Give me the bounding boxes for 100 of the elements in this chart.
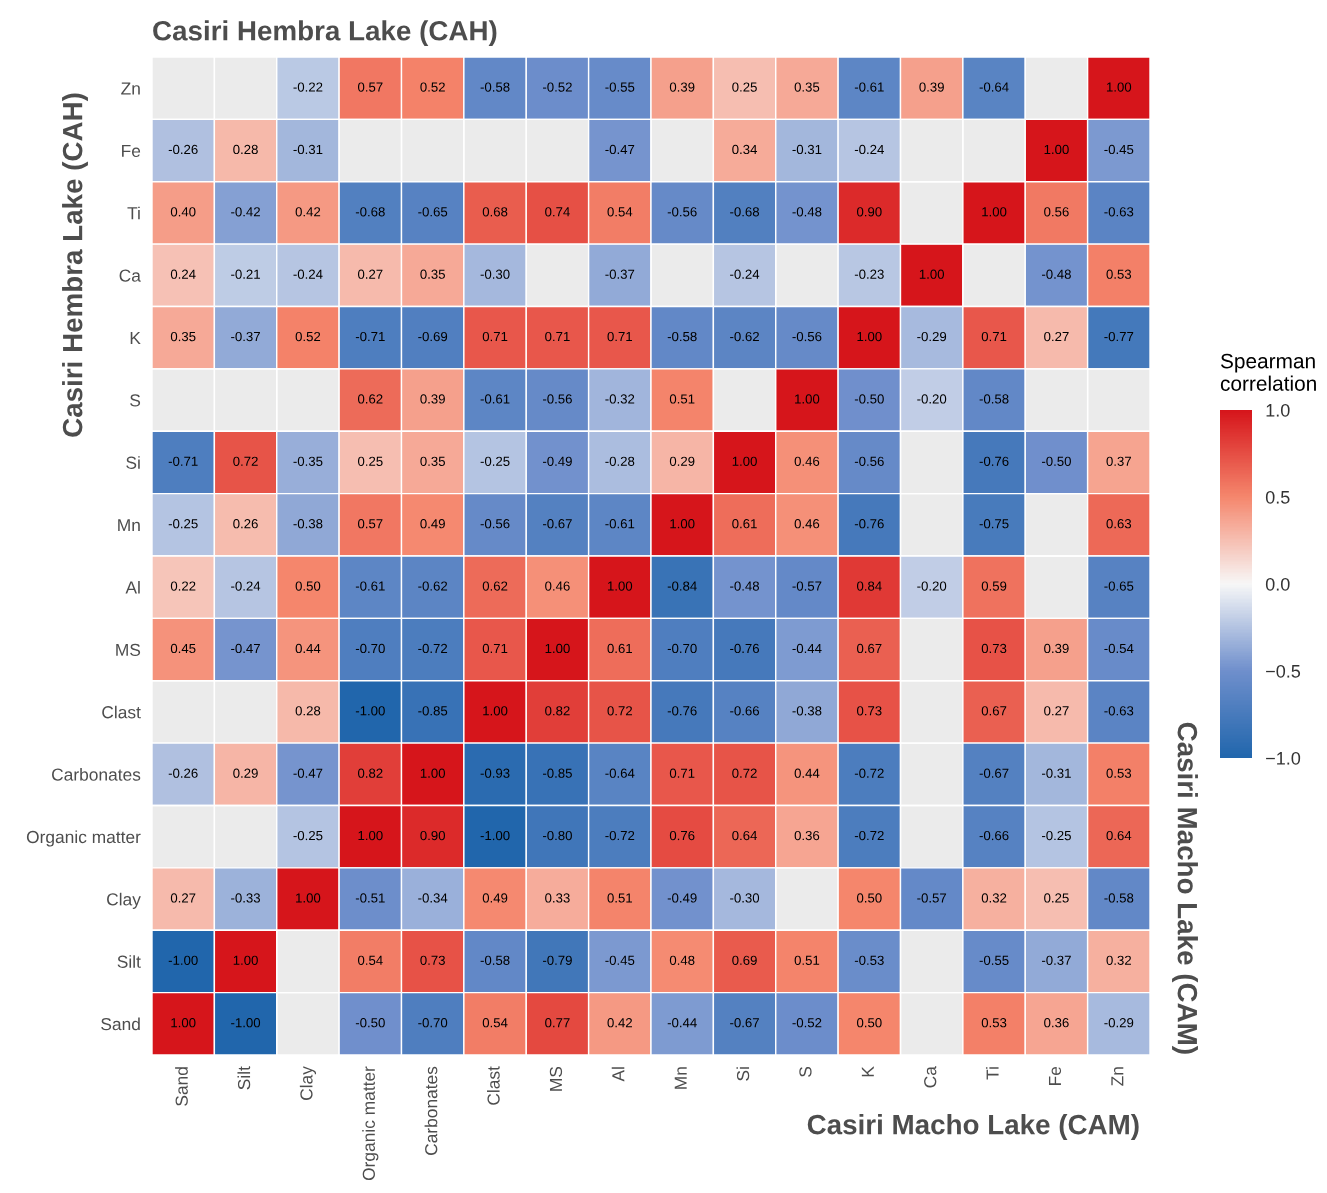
y-tick-label: MS: [116, 643, 141, 657]
data-label: -0.56: [854, 456, 884, 466]
data-label: 0.84: [856, 581, 882, 591]
data-label: 1.00: [420, 768, 446, 778]
data-label: -0.71: [355, 331, 385, 342]
data-label: 0.71: [482, 331, 508, 342]
data-label: 1.00: [670, 519, 695, 529]
data-label: 1.00: [545, 643, 570, 654]
data-label: -0.57: [792, 581, 822, 591]
data-label: -0.51: [355, 893, 385, 903]
data-label: 0.25: [1044, 893, 1069, 903]
data-label: 0.32: [1106, 955, 1131, 965]
data-label: 0.49: [482, 893, 508, 903]
data-label: -0.31: [1041, 768, 1071, 778]
data-label: 0.29: [233, 768, 258, 778]
color-bar-label: 1.0: [1266, 403, 1290, 417]
data-label: 0.51: [794, 955, 820, 965]
data-label: -0.44: [792, 643, 822, 654]
data-label: -0.61: [480, 394, 510, 404]
data-label: -0.52: [542, 82, 572, 92]
data-label: 0.44: [295, 643, 321, 654]
data-label: -0.77: [1104, 331, 1134, 342]
x-tick-label: Mn: [674, 1067, 687, 1089]
data-label: -0.31: [293, 144, 323, 155]
data-label: -0.35: [293, 456, 323, 466]
data-label: -0.57: [917, 893, 947, 903]
y2-axis-title: Casiri Macho Lake (CAM): [1172, 722, 1198, 1054]
data-label: 0.35: [794, 82, 820, 92]
data-label: -0.26: [168, 768, 198, 778]
data-label: -0.61: [854, 82, 884, 92]
data-label: 0.27: [170, 893, 196, 903]
x-tick-label: Organic matter: [362, 1066, 379, 1181]
data-label: -0.69: [418, 331, 448, 342]
data-label: -0.21: [231, 269, 260, 279]
data-label: -0.71: [168, 456, 198, 466]
data-label: -0.28: [605, 456, 635, 466]
data-label: -0.76: [730, 643, 760, 654]
data-label: -0.72: [605, 830, 635, 841]
data-label: 0.77: [545, 1018, 570, 1028]
data-label: 0.63: [1106, 519, 1132, 529]
data-label: 0.71: [669, 768, 695, 778]
data-label: -1.00: [355, 706, 385, 716]
data-label: 0.27: [1044, 706, 1069, 716]
data-label: -0.85: [418, 706, 448, 716]
data-label: -0.45: [605, 955, 635, 965]
data-label: 0.26: [233, 519, 258, 529]
data-label: -0.70: [355, 643, 385, 654]
data-label: -0.67: [730, 1018, 759, 1028]
data-label: 0.64: [1106, 830, 1132, 841]
data-label: 0.27: [1044, 331, 1069, 342]
data-label: -0.76: [667, 706, 697, 716]
color-bar-label: 0.0: [1265, 577, 1290, 591]
data-label: 0.57: [357, 82, 383, 92]
data-label: -0.24: [293, 269, 323, 279]
data-label: 0.46: [794, 519, 820, 529]
y-tick-label: K: [130, 332, 141, 344]
data-label: 0.71: [545, 331, 570, 342]
data-label: 0.71: [981, 331, 1007, 342]
data-label: 1.00: [795, 394, 820, 404]
data-label: 0.56: [1044, 207, 1069, 217]
data-label: 0.90: [420, 830, 446, 841]
data-label: 0.48: [669, 955, 695, 965]
y-tick-label: Ti: [127, 206, 140, 220]
data-label: 0.46: [545, 581, 570, 591]
data-label: 0.73: [981, 643, 1007, 654]
data-label: -0.49: [542, 456, 572, 466]
data-label: -0.72: [854, 830, 884, 841]
data-label: 0.34: [732, 144, 758, 155]
data-label: 0.72: [607, 706, 632, 716]
data-label: 0.62: [357, 394, 383, 404]
data-label: -0.52: [792, 1018, 822, 1028]
data-label: 0.28: [233, 144, 258, 155]
y-tick-label: Mn: [118, 519, 140, 532]
data-label: 1.00: [1044, 144, 1069, 155]
data-label: -0.50: [854, 394, 884, 404]
data-label: -1.00: [168, 955, 198, 965]
y-tick-label: Clast: [102, 705, 141, 719]
data-label: 0.50: [295, 581, 321, 591]
data-label: -0.61: [355, 581, 385, 591]
data-label: -0.56: [480, 519, 510, 529]
data-label: -0.67: [542, 519, 572, 529]
data-label: -0.49: [667, 893, 697, 903]
data-label: -0.25: [1041, 830, 1071, 841]
data-label: -0.55: [605, 82, 635, 92]
data-label: -0.56: [542, 394, 572, 404]
data-label: -0.47: [293, 768, 323, 778]
data-label: 0.73: [856, 706, 882, 716]
data-label: 0.76: [669, 830, 695, 841]
data-label: -0.63: [1104, 207, 1134, 217]
data-label: 1.00: [171, 1018, 196, 1028]
data-label: -0.84: [667, 581, 697, 591]
data-label: 0.42: [295, 207, 321, 217]
data-label: -0.48: [792, 207, 822, 217]
data-label: 0.39: [669, 82, 695, 92]
data-label: 0.51: [607, 893, 633, 903]
data-label: -0.32: [605, 394, 635, 404]
data-label: 0.39: [919, 82, 944, 92]
data-label: 0.39: [1044, 643, 1069, 654]
chart-title: Casiri Hembra Lake (CAH): [153, 20, 497, 47]
x-tick-label: Fe: [1048, 1066, 1062, 1085]
